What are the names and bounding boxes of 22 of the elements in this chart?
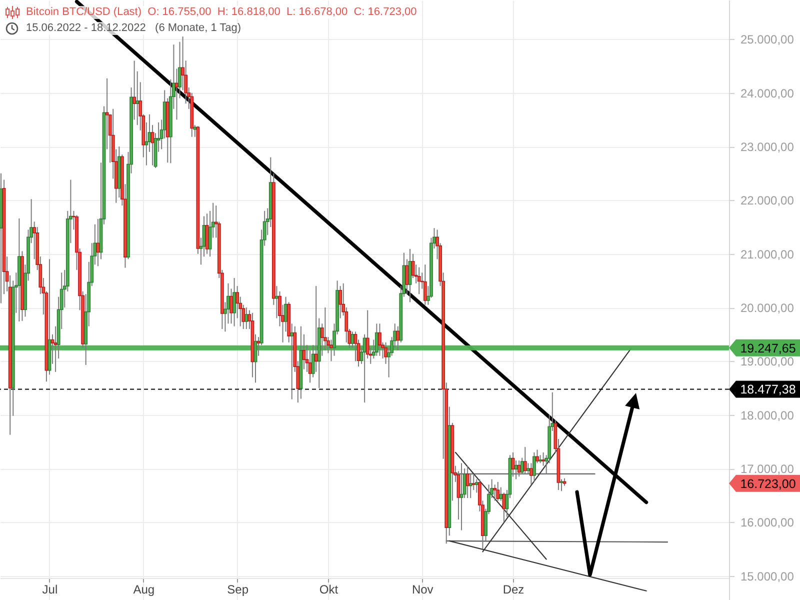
y-tick-label: 17.000,00 [740, 462, 794, 476]
x-tick-label: Jul [42, 582, 58, 596]
text: 16.723,00 [740, 476, 796, 491]
text: Bitcoin BTC/USD (Last) O: 16.755,00 H: 16.818,00 L: 16.678,00 C: 16.723,00 [24, 6, 419, 19]
y-tick-label: 24.000,00 [740, 86, 794, 100]
x-tick-label: Okt [319, 582, 339, 596]
y-tick-label: 19.000,00 [740, 354, 794, 369]
x-tick-label: Sep [227, 582, 249, 596]
ref-line-label: 18.477,38 [740, 382, 796, 397]
x-tick-label: Nov [412, 582, 434, 596]
y-tick-label: 16.000,00 [740, 516, 794, 530]
y-tick-label: 20.000,00 [740, 301, 794, 316]
y-tick-label: 21.000,00 [740, 247, 794, 262]
y-tick-label: 18.000,00 [740, 408, 794, 422]
y-tick-label: 15.000,00 [740, 569, 794, 584]
x-tick-label: Aug [133, 582, 155, 596]
y-tick-label: 22.000,00 [740, 194, 794, 208]
x-tick-label: Dez [502, 582, 524, 596]
ref-line-label: 19.247,65 [740, 341, 796, 356]
text: 15.06.2022 - 18.12.2022 (6 Monate, 1 Tag) [24, 22, 244, 35]
y-tick-label: 23.000,00 [740, 140, 794, 154]
y-tick-label: 25.000,00 [740, 32, 794, 47]
